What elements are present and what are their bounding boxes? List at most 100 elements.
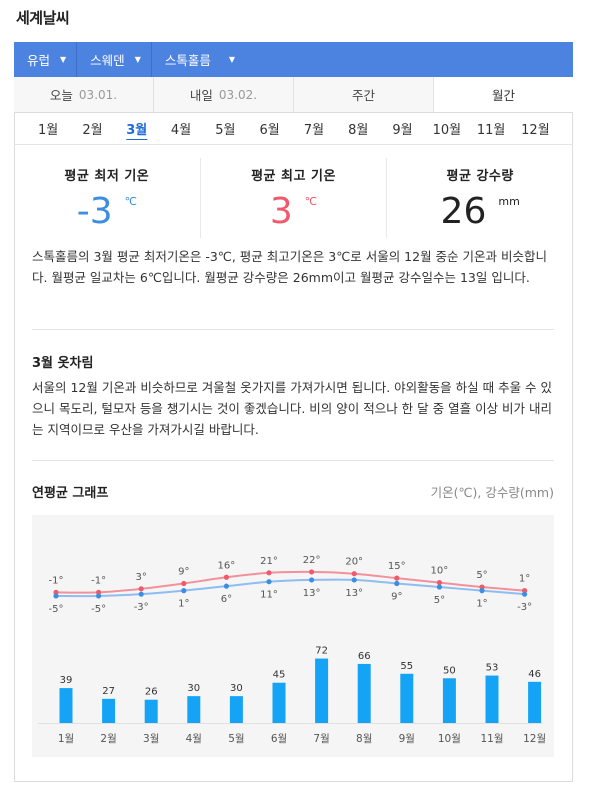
max-temp-label: 20° bbox=[345, 557, 363, 568]
month-tab[interactable]: 5월 bbox=[215, 123, 236, 138]
max-temp-point bbox=[394, 575, 400, 581]
month-tab[interactable]: 6월 bbox=[259, 123, 280, 138]
precipitation-label: 50 bbox=[443, 665, 456, 676]
month-tick-label: 2월 bbox=[100, 733, 116, 745]
month-tab[interactable]: 4월 bbox=[170, 123, 192, 138]
precipitation-bar bbox=[144, 699, 158, 723]
monthly-stats: 평균 최저 기온 -3 ℃ 평균 최고 기온 3 ℃ 평균 강수량 26 mm bbox=[14, 158, 573, 238]
month-tab[interactable]: 8월 bbox=[348, 123, 369, 138]
precipitation-bar bbox=[315, 658, 329, 723]
tab-date: 03.02. bbox=[218, 87, 258, 102]
precipitation-bar bbox=[485, 675, 499, 723]
precipitation-bar bbox=[400, 673, 414, 723]
breadcrumb-region[interactable]: 유럽 ▼ bbox=[14, 42, 78, 77]
precipitation-bar bbox=[187, 696, 201, 723]
max-temp-label: 9° bbox=[178, 566, 189, 577]
month-tab[interactable]: 9월 bbox=[392, 123, 413, 138]
breadcrumb-country[interactable]: 스웨덴 ▼ bbox=[77, 42, 152, 77]
caret-down-icon: ▼ bbox=[60, 55, 67, 64]
stat-unit: ℃ bbox=[304, 195, 318, 208]
month-tick-label: 8월 bbox=[356, 733, 372, 745]
tab-label: 주간 bbox=[351, 88, 375, 103]
max-temp-point bbox=[351, 571, 357, 577]
tab-weekly[interactable]: 주간 bbox=[294, 77, 434, 112]
tab-tomorrow[interactable]: 내일 03.02. bbox=[154, 77, 294, 112]
tab-monthly[interactable]: 월간 bbox=[434, 77, 573, 112]
month-tab[interactable]: 7월 bbox=[303, 123, 325, 138]
min-temp-label: 5° bbox=[434, 595, 445, 606]
breadcrumb-label: 유럽 bbox=[27, 53, 51, 68]
max-temp-label: 21° bbox=[260, 556, 278, 567]
divider bbox=[32, 460, 554, 461]
precipitation-bar bbox=[229, 696, 243, 723]
stat-number: 3 bbox=[269, 191, 293, 232]
breadcrumb-label: 스톡홀름 bbox=[164, 53, 211, 68]
max-temp-point bbox=[522, 588, 528, 594]
stat-min-temp: 평균 최저 기온 -3 ℃ bbox=[14, 158, 200, 238]
graph-title: 연평균 그래프 bbox=[32, 486, 109, 501]
tab-label: 내일 bbox=[189, 88, 213, 103]
max-temp-point bbox=[138, 586, 144, 592]
month-selector: 1월 2월 3월 4월 5월 6월 7월 8월 9월 10월 11월 12월 bbox=[14, 113, 573, 145]
month-tick-label: 3월 bbox=[143, 733, 159, 745]
min-temp-point bbox=[394, 580, 400, 587]
precipitation-label: 66 bbox=[358, 651, 371, 662]
precipitation-label: 27 bbox=[102, 686, 115, 697]
max-temp-label: -1° bbox=[49, 575, 64, 586]
month-tick-label: 1월 bbox=[58, 733, 74, 745]
precipitation-label: 45 bbox=[273, 670, 286, 681]
max-temp-label: 1° bbox=[519, 574, 530, 585]
annual-graph: -1° -1° 3° 9° 16° 21° 22° 20° 15° 10° 5° 1° -5° -5° -3… bbox=[32, 515, 554, 757]
max-temp-point bbox=[479, 584, 485, 590]
min-temp-point bbox=[522, 591, 528, 597]
page-title: 세계날씨 bbox=[16, 9, 70, 27]
min-temp-label: -5° bbox=[49, 604, 64, 615]
precipitation-label: 30 bbox=[230, 683, 243, 694]
precipitation-label: 53 bbox=[486, 663, 499, 674]
tab-date: 03.01. bbox=[78, 87, 118, 102]
breadcrumb-city[interactable]: 스톡홀름 ▼ bbox=[152, 42, 245, 77]
stat-max-temp: 평균 최고 기온 3 ℃ bbox=[199, 158, 387, 238]
month-tick-label: 11월 bbox=[480, 733, 503, 745]
max-temp-point bbox=[53, 589, 59, 595]
precipitation-label: 30 bbox=[187, 683, 200, 694]
outfit-title: 3월 옷차림 bbox=[32, 356, 94, 371]
period-tabs: 오늘 03.01. 내일 03.02. 주간 월간 bbox=[14, 77, 573, 113]
tab-label: 월간 bbox=[491, 88, 515, 103]
min-temp-label: 9° bbox=[391, 591, 402, 602]
max-temp-point bbox=[436, 580, 442, 586]
stat-value: 26 mm bbox=[387, 191, 573, 232]
min-temp-label: 11° bbox=[260, 590, 278, 601]
month-tick-label: 5월 bbox=[228, 733, 244, 745]
min-temp-point bbox=[436, 584, 442, 590]
max-temp-point bbox=[181, 580, 187, 587]
month-tab[interactable]: 10월 bbox=[432, 123, 462, 138]
month-tab[interactable]: 1월 bbox=[38, 123, 59, 138]
min-temp-label: 13° bbox=[303, 588, 321, 599]
month-tab-selected[interactable]: 3월 bbox=[126, 123, 148, 138]
stat-label: 평균 강수량 bbox=[446, 169, 514, 184]
precipitation-label: 46 bbox=[528, 669, 541, 680]
annual-chart-svg: -1° -1° 3° 9° 16° 21° 22° 20° 15° 10° 5° 1° -5° -5° -3… bbox=[38, 555, 546, 745]
climate-description: 스톡홀름의 3월 평균 최저기온은 -3℃, 평균 최고기온은 3℃로 서울의 … bbox=[32, 249, 548, 285]
max-temp-label: 15° bbox=[388, 561, 406, 572]
divider bbox=[32, 329, 554, 330]
precipitation-bar bbox=[59, 688, 73, 723]
stat-value: -3 ℃ bbox=[14, 191, 200, 232]
month-tab[interactable]: 2월 bbox=[82, 123, 103, 138]
min-temp-label: 13° bbox=[345, 588, 363, 599]
month-tab[interactable]: 11월 bbox=[476, 123, 506, 138]
month-tick-label: 4월 bbox=[186, 733, 202, 745]
max-temp-point bbox=[266, 570, 272, 576]
caret-down-icon: ▼ bbox=[134, 55, 141, 64]
precipitation-bar bbox=[357, 663, 371, 723]
stat-value: 3 ℃ bbox=[201, 191, 387, 232]
max-temp-label: 3° bbox=[136, 572, 147, 583]
max-temp-label: 22° bbox=[303, 555, 321, 566]
min-temp-point bbox=[266, 579, 272, 585]
breadcrumb: 유럽 ▼ 스웨덴 ▼ 스톡홀름 ▼ bbox=[14, 42, 573, 77]
max-temp-point bbox=[309, 569, 315, 575]
tab-today[interactable]: 오늘 03.01. bbox=[14, 77, 154, 112]
min-temp-point bbox=[53, 593, 59, 599]
month-tab[interactable]: 12월 bbox=[521, 123, 550, 138]
